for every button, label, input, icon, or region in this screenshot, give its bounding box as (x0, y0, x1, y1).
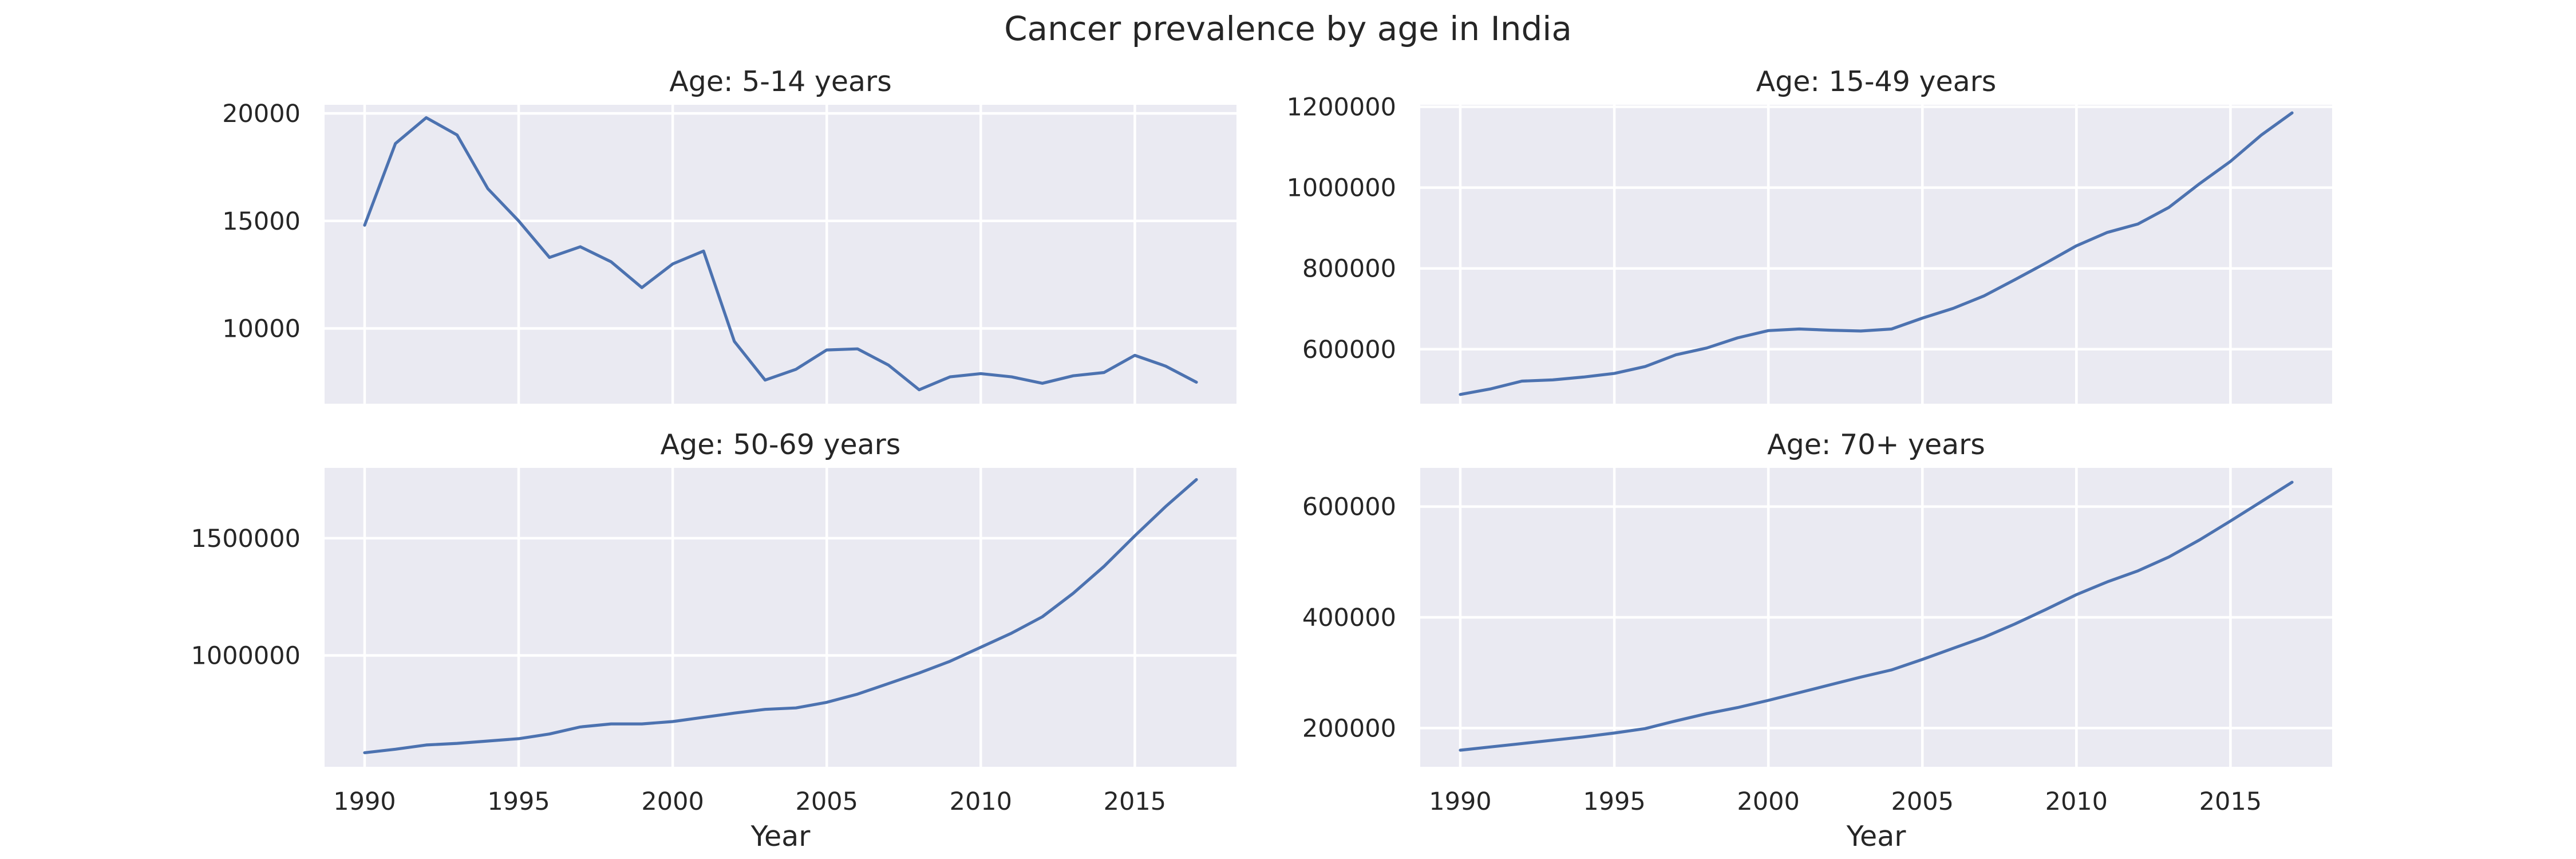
y-tick-label: 600000 (1302, 336, 1396, 364)
plot-area-age-15-49 (1420, 105, 2332, 404)
y-tick-label: 1500000 (191, 525, 301, 553)
x-tick-label: 2015 (2199, 787, 2262, 816)
y-tick-label: 1200000 (1286, 93, 1396, 122)
y-tick-label: 600000 (1302, 493, 1396, 522)
y-tick-label: 10000 (222, 315, 301, 344)
subplot-grid: Age: 5-14 years 10000 15000 20000 Age: 15-49… (191, 65, 2332, 853)
series-line-age-70-plus (1459, 480, 2294, 752)
x-tick-label: 1995 (487, 787, 550, 816)
y-tick-label: 15000 (222, 207, 301, 236)
x-tick-label: 2000 (1737, 787, 1799, 816)
series-line-age-5-14 (363, 116, 1198, 392)
x-tick-label: 2010 (2045, 787, 2108, 816)
x-tick-label: 2000 (641, 787, 704, 816)
figure-title: Cancer prevalence by age in India (1004, 9, 1572, 48)
panel-age-50-69: Age: 50-69 years 1000000 1500000 1990 1995 20… (191, 428, 1236, 853)
panel-title: Age: 15-49 years (1756, 65, 1997, 98)
x-tick-label: 2005 (1891, 787, 1954, 816)
plot-area-age-5-14 (325, 105, 1236, 404)
y-tick-label: 200000 (1302, 714, 1396, 743)
x-tick-label: 2015 (1104, 787, 1166, 816)
plot-area-age-50-69 (325, 468, 1236, 767)
panel-age-70-plus: Age: 70+ years 200000 400000 600000 1990 1995… (1302, 428, 2332, 853)
x-tick-label: 1990 (333, 787, 396, 816)
x-axis-label: Year (1846, 820, 1907, 853)
x-tick-label: 1990 (1429, 787, 1491, 816)
panel-title: Age: 5-14 years (669, 65, 891, 98)
panel-age-15-49: Age: 15-49 years 600000 800000 1000000 12000… (1286, 65, 2332, 404)
y-tick-label: 20000 (222, 100, 301, 128)
x-tick-label: 2010 (950, 787, 1012, 816)
series-line-age-50-69 (363, 478, 1198, 754)
y-tick-label: 1000000 (1286, 174, 1396, 203)
series-line-age-15-49 (1459, 111, 2294, 396)
x-axis-label: Year (750, 820, 811, 853)
y-tick-label: 800000 (1302, 255, 1396, 283)
y-tick-label: 1000000 (191, 642, 301, 671)
y-tick-label: 400000 (1302, 604, 1396, 632)
panel-age-5-14: Age: 5-14 years 10000 15000 20000 (222, 65, 1236, 404)
x-tick-label: 1995 (1583, 787, 1645, 816)
panel-title: Age: 50-69 years (661, 428, 901, 461)
x-tick-label: 2005 (796, 787, 858, 816)
panel-title: Age: 70+ years (1767, 428, 1985, 461)
